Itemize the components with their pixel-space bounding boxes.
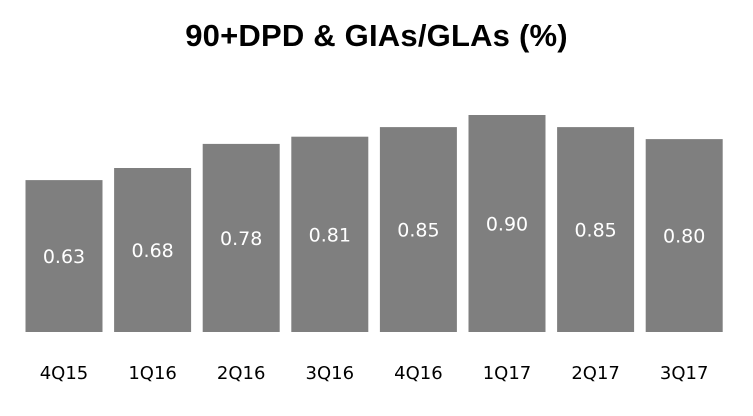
x-tick-label-4Q16: 4Q16: [394, 363, 443, 384]
bar-3Q16: [291, 136, 369, 332]
bar-3Q17: [645, 139, 723, 332]
value-label-4Q16: 0.85: [397, 220, 439, 242]
bars-group: [25, 115, 723, 332]
bar-1Q16: [114, 168, 192, 332]
value-label-2Q17: 0.85: [574, 220, 616, 242]
value-label-4Q15: 0.63: [43, 246, 85, 268]
bar-2Q17: [557, 127, 635, 332]
value-label-2Q16: 0.78: [220, 228, 262, 250]
bar-2Q16: [202, 143, 280, 332]
value-labels-group: 0.63 0.68 0.78 0.81 0.85 0.90 0.85 0.80: [43, 214, 706, 269]
x-tick-label-1Q16: 1Q16: [128, 363, 177, 384]
chart-title: 90+DPD & GIAs/GLAs (%): [185, 18, 568, 53]
value-label-1Q17: 0.90: [486, 214, 528, 236]
value-label-3Q17: 0.80: [663, 226, 705, 248]
bar-4Q16: [379, 127, 457, 332]
x-tick-label-3Q17: 3Q17: [660, 363, 709, 384]
value-label-1Q16: 0.68: [131, 240, 173, 262]
x-tick-label-1Q17: 1Q17: [483, 363, 532, 384]
x-tick-label-2Q17: 2Q17: [571, 363, 620, 384]
bar-1Q17: [468, 115, 546, 332]
bar-4Q15: [25, 180, 103, 332]
x-tick-label-2Q16: 2Q16: [217, 363, 266, 384]
x-tick-labels-group: 4Q15 1Q16 2Q16 3Q16 4Q16 1Q17 2Q17 3Q17: [40, 363, 709, 384]
x-tick-label-4Q15: 4Q15: [40, 363, 89, 384]
value-label-3Q16: 0.81: [309, 224, 351, 246]
x-tick-label-3Q16: 3Q16: [306, 363, 355, 384]
